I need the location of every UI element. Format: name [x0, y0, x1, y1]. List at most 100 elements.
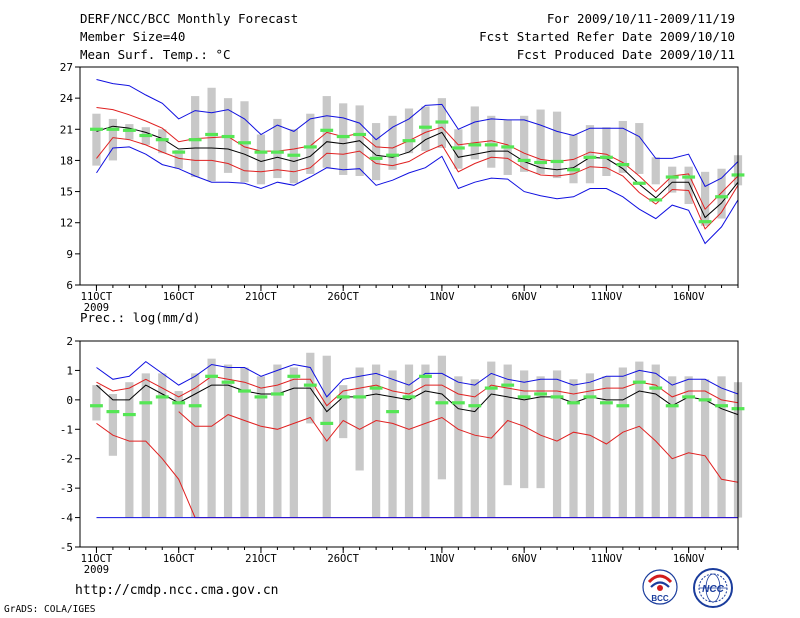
- temp-box-day-31: [585, 125, 595, 184]
- prec-box-day-31: [585, 373, 595, 518]
- prec-ytick-label-2: 2: [66, 335, 73, 348]
- temp-xtick-sublabel-2009: 2009: [84, 302, 109, 314]
- temp-mean-marker-day-21: [419, 125, 432, 129]
- prec-mean-marker-day-1: [90, 404, 103, 408]
- prec-mean-marker-day-37: [682, 395, 696, 399]
- temp-mean-marker-day-30: [567, 168, 580, 172]
- temp-mean-marker-day-28: [534, 160, 548, 165]
- prec-xtick-sublabel-2009: 2009: [84, 564, 109, 576]
- temp-mean-marker-day-8: [205, 132, 219, 137]
- temp-ytick-label-12: 12: [60, 217, 73, 230]
- prec-box-day-3: [125, 382, 134, 518]
- temp-box-day-11: [256, 134, 266, 185]
- temp-mean-marker-day-7: [188, 138, 202, 142]
- temp-xtick-label-16OCT: 16OCT: [163, 291, 195, 303]
- temp-mean-marker-day-32: [599, 155, 613, 159]
- temp-mean-marker-day-17: [353, 132, 367, 137]
- prec-xtick-label-16NOV: 16NOV: [673, 553, 705, 565]
- temp-line-lower: [96, 137, 739, 230]
- temp-ytick-label-27: 27: [60, 61, 73, 74]
- prec-box-day-9: [223, 364, 233, 518]
- temp-ytick-label-24: 24: [60, 92, 74, 105]
- prec-box-day-2: [108, 393, 118, 456]
- temp-mean-marker-day-25: [484, 143, 498, 147]
- temp-line-minimum: [96, 146, 739, 245]
- temp-mean-marker-day-37: [682, 175, 696, 179]
- temp-box-day-33: [618, 120, 627, 173]
- prec-mean-marker-day-36: [665, 404, 679, 408]
- prec-xtick-label-6NOV: 6NOV: [512, 553, 538, 565]
- temp-xtick-label-11OCT: 11OCT: [81, 291, 113, 303]
- temp-mean-marker-day-24: [468, 143, 482, 147]
- prec-xtick-label-1NOV: 1NOV: [429, 553, 455, 565]
- temp-box-day-35: [651, 157, 660, 185]
- prec-line-upper: [96, 375, 739, 407]
- temp-mean-marker-day-11: [254, 150, 268, 154]
- prec-mean-marker-day-20: [402, 395, 416, 399]
- temp-mean-marker-day-20: [402, 139, 416, 143]
- prec-mean-marker-day-16: [336, 395, 350, 399]
- temp-box-day-12: [273, 118, 282, 179]
- prec-box-day-17: [355, 367, 364, 471]
- prec-box-day-6: [174, 391, 183, 518]
- prec-mean-marker-day-33: [616, 404, 630, 408]
- prec-box-day-36: [668, 376, 677, 518]
- prec-box-day-38: [700, 379, 710, 518]
- prec-line-maximum: [96, 360, 739, 398]
- prec-mean-marker-day-31: [583, 395, 597, 399]
- prec-mean-marker-day-32: [599, 401, 613, 405]
- prec-xtick-label-16OCT: 16OCT: [163, 553, 195, 565]
- prec-box-day-18: [371, 364, 381, 518]
- prec-mean-marker-day-17: [353, 395, 367, 399]
- prec-line-median: [96, 384, 739, 416]
- prec-box-day-5: [158, 373, 167, 518]
- temp-box-day-19: [388, 115, 397, 170]
- temp-mean-marker-day-39: [715, 195, 728, 199]
- prec-xtick-label-21OCT: 21OCT: [245, 553, 277, 565]
- temp-mean-marker-day-33: [616, 162, 630, 167]
- prec-box-day-26: [503, 364, 512, 486]
- prec-mean-marker-day-25: [484, 386, 498, 390]
- source-url[interactable]: http://cmdp.ncc.cma.gov.cn: [75, 583, 279, 598]
- prec-mean-marker-day-2: [106, 410, 120, 414]
- temp-box-day-1: [92, 113, 101, 166]
- temp-xtick-label-11NOV: 11NOV: [591, 291, 623, 303]
- prec-box-day-27: [520, 370, 529, 489]
- prec-ytick-label--4: -4: [60, 512, 74, 525]
- prec-box-day-39: [717, 376, 726, 518]
- prec-box-day-28: [536, 376, 545, 489]
- precip-panel-title: Prec.: log(mm/d): [80, 310, 201, 325]
- temp-mean-marker-day-1: [90, 127, 103, 131]
- prec-box-day-19: [388, 370, 397, 518]
- prec-mean-marker-day-24: [468, 404, 482, 408]
- prec-box-day-11: [256, 376, 266, 518]
- temp-mean-marker-day-13: [287, 153, 301, 157]
- temp-mean-marker-day-18: [369, 156, 383, 160]
- temp-mean-marker-day-38: [698, 220, 712, 224]
- temp-mean-marker-day-12: [270, 150, 284, 154]
- prec-box-day-20: [404, 364, 414, 518]
- prec-mean-marker-day-27: [517, 395, 531, 399]
- temp-ytick-label-15: 15: [60, 186, 73, 199]
- temp-ytick-label-6: 6: [66, 279, 73, 292]
- temp-mean-marker-day-2: [106, 127, 120, 131]
- temp-box-day-37: [684, 166, 693, 205]
- temp-mean-marker-day-26: [501, 145, 515, 149]
- temp-xtick-label-6NOV: 6NOV: [512, 291, 538, 303]
- forecast-period: For 2009/10/11-2009/11/19: [546, 11, 735, 26]
- prec-box-day-13: [289, 367, 298, 518]
- temp-mean-marker-day-35: [649, 198, 663, 202]
- temp-mean-marker-day-14: [303, 145, 317, 149]
- prec-mean-marker-day-7: [188, 404, 202, 408]
- prec-mean-marker-day-38: [698, 398, 712, 402]
- temp-box-day-24: [470, 106, 479, 160]
- prec-box-day-32: [602, 376, 611, 518]
- temp-box-day-39: [717, 168, 726, 219]
- temp-box-day-27: [520, 115, 529, 172]
- temp-box-day-36: [668, 166, 677, 193]
- temp-ytick-label-9: 9: [66, 248, 73, 261]
- prec-mean-marker-day-21: [419, 374, 432, 378]
- prec-mean-marker-day-4: [139, 401, 153, 405]
- member-size-label: Member Size=40: [80, 29, 186, 44]
